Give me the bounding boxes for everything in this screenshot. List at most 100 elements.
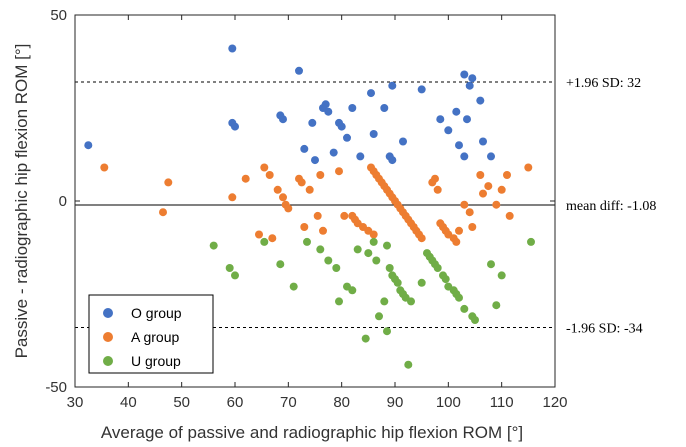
u-group-point — [471, 316, 479, 324]
o-group-point — [388, 156, 397, 165]
y-tick-label: 50 — [50, 7, 67, 24]
o-group-point — [452, 107, 461, 116]
o-group-point — [337, 122, 346, 131]
legend-marker-o-group — [103, 308, 113, 318]
u-group-point — [380, 297, 389, 306]
u-group-point — [492, 301, 501, 310]
legend-marker-u-group — [103, 356, 113, 366]
upper-loa-label: +1.96 SD: 32 — [566, 76, 641, 91]
axes: 30 40 50 60 70 80 90 100 110 120 -50 0 50 — [45, 7, 567, 411]
a-group-point — [465, 208, 474, 217]
o-group-point — [465, 81, 474, 90]
o-group-point — [417, 85, 426, 94]
o-group-point — [324, 107, 333, 116]
o-group-point — [367, 89, 375, 98]
u-group-point — [316, 245, 325, 254]
o-group-point — [479, 137, 487, 146]
a-group-point — [273, 185, 282, 194]
o-group-point — [487, 152, 495, 161]
o-group-point — [295, 66, 303, 75]
o-group-point — [388, 81, 397, 90]
u-group-point — [383, 327, 391, 336]
a-group-point — [100, 163, 109, 172]
a-group-point — [305, 185, 314, 194]
x-tick-label: 70 — [280, 394, 297, 411]
lower-loa-label: -1.96 SD: -34 — [566, 321, 643, 336]
u-group-point — [276, 260, 285, 269]
u-group-point — [417, 278, 426, 287]
o-group-point — [460, 70, 469, 79]
u-group-point — [348, 286, 357, 295]
a-group-point — [505, 211, 514, 220]
u-group-point — [460, 304, 469, 313]
u-group-point — [487, 260, 495, 269]
u-group-point — [231, 271, 239, 280]
o-group-point — [369, 130, 378, 138]
a-group-point — [503, 171, 511, 179]
a-group-point — [284, 204, 293, 213]
x-tick-label: 40 — [120, 394, 137, 411]
o-group-point — [300, 144, 309, 153]
o-group-point — [228, 44, 237, 53]
a-group-point — [255, 230, 263, 239]
u-group-point — [364, 249, 373, 258]
a-group-point — [369, 230, 378, 239]
u-group-point — [332, 264, 341, 272]
u-group-point — [225, 264, 234, 272]
y-tick-label: 0 — [59, 193, 67, 210]
a-group-point — [497, 185, 506, 194]
o-group-point — [436, 115, 445, 124]
y-tick-label: -50 — [45, 379, 67, 396]
data-points — [84, 44, 535, 369]
legend-label-a-group: A group — [131, 329, 179, 345]
u-group-point — [289, 282, 298, 291]
o-group-point — [468, 74, 477, 83]
a-group-point — [452, 237, 461, 246]
a-group-point — [164, 178, 173, 187]
o-group-point — [460, 152, 469, 161]
a-group-point — [476, 171, 485, 179]
u-group-point — [209, 241, 218, 250]
u-group-point — [369, 237, 378, 246]
u-group-point — [303, 237, 311, 246]
o-group-point — [311, 156, 319, 165]
x-axis-label: Average of passive and radiographic hip … — [101, 423, 523, 442]
o-group-point — [308, 118, 317, 127]
a-group-point — [479, 189, 487, 198]
o-group-point — [399, 137, 407, 146]
legend-marker-a-group — [103, 332, 113, 342]
a-group-point — [335, 167, 343, 176]
x-tick-label: 60 — [227, 394, 244, 411]
u-group-point — [404, 360, 413, 369]
x-tick-label: 100 — [436, 394, 461, 411]
a-group-point — [268, 234, 277, 243]
u-group-point — [324, 256, 333, 265]
o-group-point — [444, 126, 453, 135]
a-group-point — [297, 178, 306, 187]
a-group-point — [460, 200, 469, 209]
x-tick-label: 120 — [542, 394, 567, 411]
o-group-point — [463, 115, 471, 124]
u-group-point — [527, 237, 535, 246]
o-group-point — [329, 148, 338, 157]
o-group-point — [321, 100, 330, 109]
a-group-point — [417, 234, 426, 243]
a-group-point — [319, 226, 327, 235]
u-group-point — [497, 271, 506, 280]
o-group-point — [476, 96, 485, 105]
o-group-point — [279, 115, 287, 124]
a-group-point — [484, 182, 493, 191]
legend-label-o-group: O group — [131, 305, 182, 321]
u-group-point — [393, 278, 402, 287]
x-tick-label: 30 — [67, 394, 84, 411]
o-group-point — [455, 141, 463, 150]
x-tick-label: 90 — [387, 394, 404, 411]
u-group-point — [455, 293, 463, 302]
y-axis-label: Passive - radiographic hip flexion ROM [… — [12, 44, 31, 359]
o-group-point — [84, 141, 93, 150]
a-group-point — [433, 185, 442, 194]
o-group-point — [380, 104, 389, 112]
a-group-point — [455, 226, 463, 235]
u-group-point — [385, 264, 394, 272]
a-group-point — [159, 208, 167, 217]
